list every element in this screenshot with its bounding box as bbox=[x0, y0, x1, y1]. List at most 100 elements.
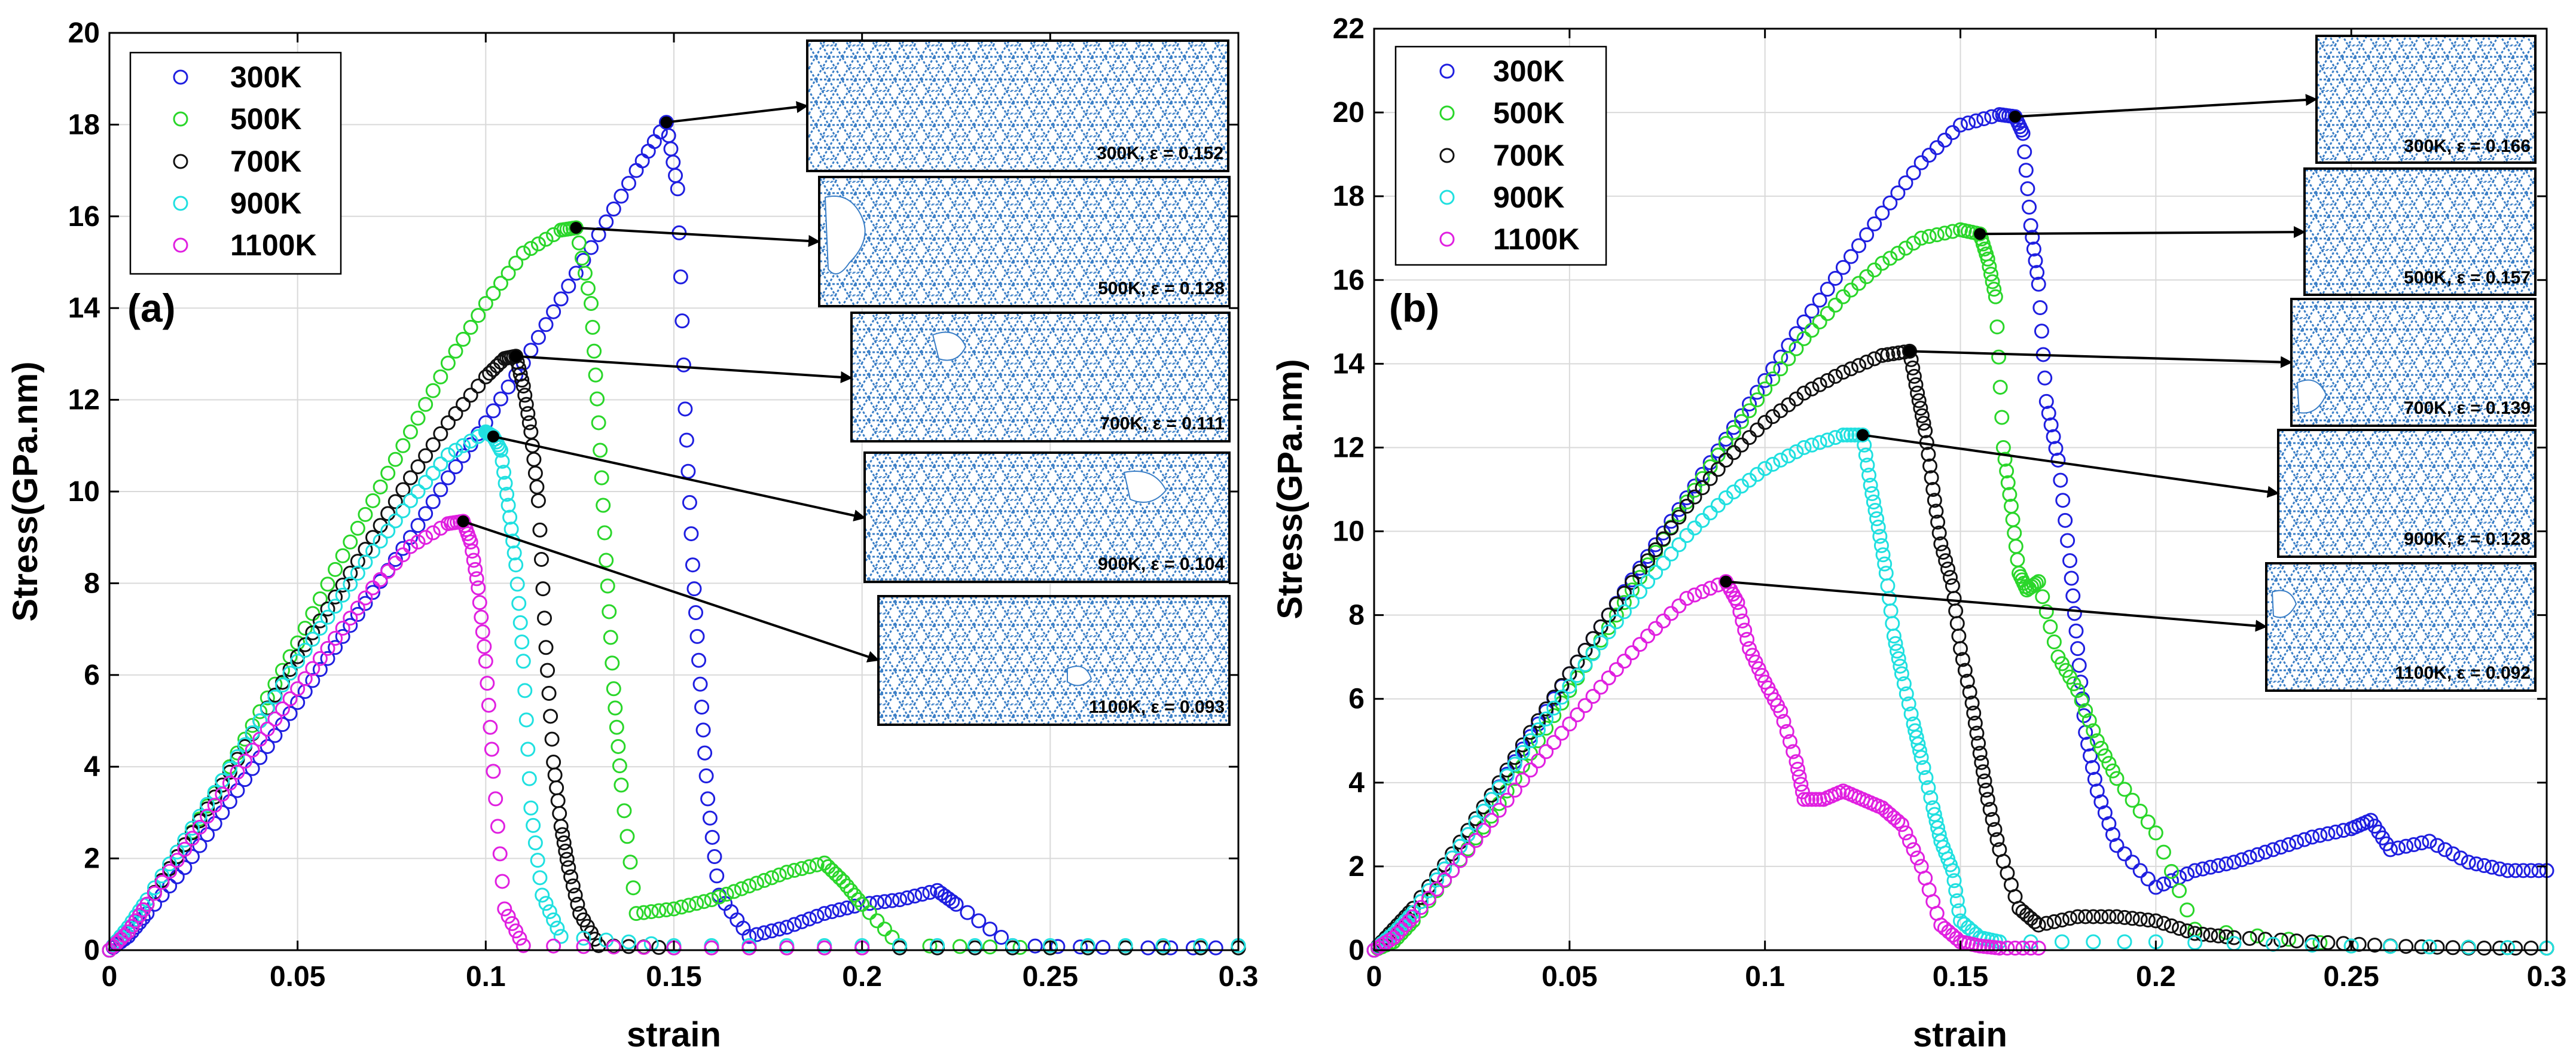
data-point bbox=[1577, 657, 1593, 672]
data-point bbox=[688, 605, 704, 620]
data-point bbox=[365, 493, 381, 508]
panel-a-label: (a) bbox=[127, 286, 176, 330]
y-tick-label: 8 bbox=[1348, 600, 1365, 631]
data-point bbox=[1484, 813, 1499, 828]
data-point bbox=[418, 448, 434, 463]
snapshot-arrow-900k bbox=[1862, 434, 2279, 498]
data-point bbox=[1890, 185, 1906, 201]
data-point bbox=[1983, 266, 1998, 282]
data-point bbox=[425, 465, 441, 481]
data-point bbox=[2422, 834, 2437, 849]
data-point bbox=[486, 362, 501, 377]
data-point bbox=[1671, 598, 1687, 614]
data-point bbox=[741, 929, 757, 944]
data-point bbox=[1687, 520, 1702, 536]
panel-a-ylabel: Stress(GPa.nm) bbox=[6, 361, 45, 621]
data-point bbox=[1931, 525, 1947, 541]
data-point bbox=[1585, 689, 1601, 704]
data-point bbox=[500, 379, 516, 395]
data-point bbox=[463, 434, 478, 449]
data-point bbox=[550, 920, 565, 936]
data-point bbox=[1632, 570, 1647, 585]
data-point bbox=[515, 938, 531, 953]
data-point bbox=[1925, 800, 1941, 816]
data-point bbox=[2289, 933, 2305, 949]
data-point bbox=[503, 521, 519, 537]
snapshot-inset: 1100K, ε = 0.093 bbox=[877, 595, 1231, 726]
data-point bbox=[585, 319, 600, 335]
data-point bbox=[2029, 265, 2045, 280]
data-point bbox=[456, 438, 471, 453]
data-point bbox=[1616, 585, 1632, 601]
data-point bbox=[2008, 539, 2023, 554]
data-point bbox=[1765, 361, 1781, 377]
data-point bbox=[1042, 938, 1058, 953]
panel-a: 0 0.05 0.1 0.15 0.2 0.25 0.302468101214161820 … bbox=[6, 17, 1258, 1054]
data-point bbox=[698, 768, 714, 784]
data-point bbox=[1624, 575, 1640, 590]
data-point bbox=[2125, 792, 2140, 808]
data-point bbox=[1946, 873, 1962, 889]
data-point bbox=[2281, 837, 2297, 852]
data-point bbox=[1554, 689, 1570, 705]
data-point bbox=[523, 343, 539, 358]
data-point bbox=[1859, 355, 1875, 370]
data-point bbox=[1577, 642, 1593, 658]
data-point bbox=[1812, 435, 1827, 450]
data-point bbox=[1781, 338, 1796, 353]
y-tick-label: 16 bbox=[1333, 264, 1365, 296]
data-point bbox=[922, 938, 938, 954]
x-tick-label: 0 bbox=[1366, 961, 1382, 993]
data-point bbox=[486, 764, 501, 779]
data-point bbox=[1994, 410, 2010, 425]
data-point bbox=[418, 506, 434, 521]
data-point bbox=[535, 887, 550, 903]
data-point bbox=[1906, 368, 1922, 384]
data-point bbox=[2461, 854, 2476, 870]
data-point bbox=[2032, 300, 2048, 316]
snapshot-label: 300K, ε = 0.166 bbox=[2404, 136, 2531, 156]
data-point bbox=[1702, 471, 1718, 486]
data-point bbox=[1710, 498, 1726, 513]
data-point bbox=[591, 938, 606, 953]
data-point bbox=[2343, 938, 2359, 954]
data-point bbox=[433, 426, 448, 441]
data-point bbox=[1546, 700, 1562, 716]
data-point bbox=[2007, 525, 2022, 541]
data-point bbox=[274, 677, 290, 693]
data-point bbox=[597, 525, 612, 541]
data-point bbox=[1394, 917, 1409, 933]
data-point bbox=[1742, 396, 1757, 412]
data-point bbox=[2398, 939, 2414, 954]
data-point bbox=[1914, 408, 1930, 423]
data-point bbox=[1922, 458, 1938, 474]
data-point bbox=[1930, 514, 1946, 530]
data-point bbox=[328, 599, 343, 614]
data-point bbox=[1893, 658, 1908, 674]
data-point bbox=[734, 881, 749, 896]
data-point bbox=[593, 442, 608, 458]
x-tick-label: 0.1 bbox=[466, 961, 506, 993]
data-point bbox=[741, 878, 757, 894]
data-point bbox=[222, 764, 237, 780]
data-point bbox=[666, 901, 682, 917]
data-point bbox=[1745, 648, 1760, 663]
data-point bbox=[418, 530, 434, 545]
data-point bbox=[1468, 815, 1484, 831]
data-point bbox=[482, 365, 498, 381]
data-point bbox=[1402, 909, 1417, 924]
data-point bbox=[2132, 803, 2148, 819]
data-point bbox=[2070, 683, 2086, 698]
snapshot-label: 1100K, ε = 0.093 bbox=[1089, 697, 1225, 717]
legend-item: 1100K bbox=[1439, 222, 1580, 256]
data-point bbox=[305, 673, 321, 688]
data-point bbox=[177, 841, 193, 857]
data-point bbox=[1593, 679, 1609, 695]
data-point bbox=[328, 561, 343, 577]
data-point bbox=[2005, 512, 2020, 527]
data-point bbox=[2074, 693, 2089, 709]
data-point bbox=[387, 513, 403, 529]
data-point bbox=[945, 894, 960, 910]
data-point bbox=[1992, 380, 2008, 395]
data-point bbox=[245, 743, 260, 758]
